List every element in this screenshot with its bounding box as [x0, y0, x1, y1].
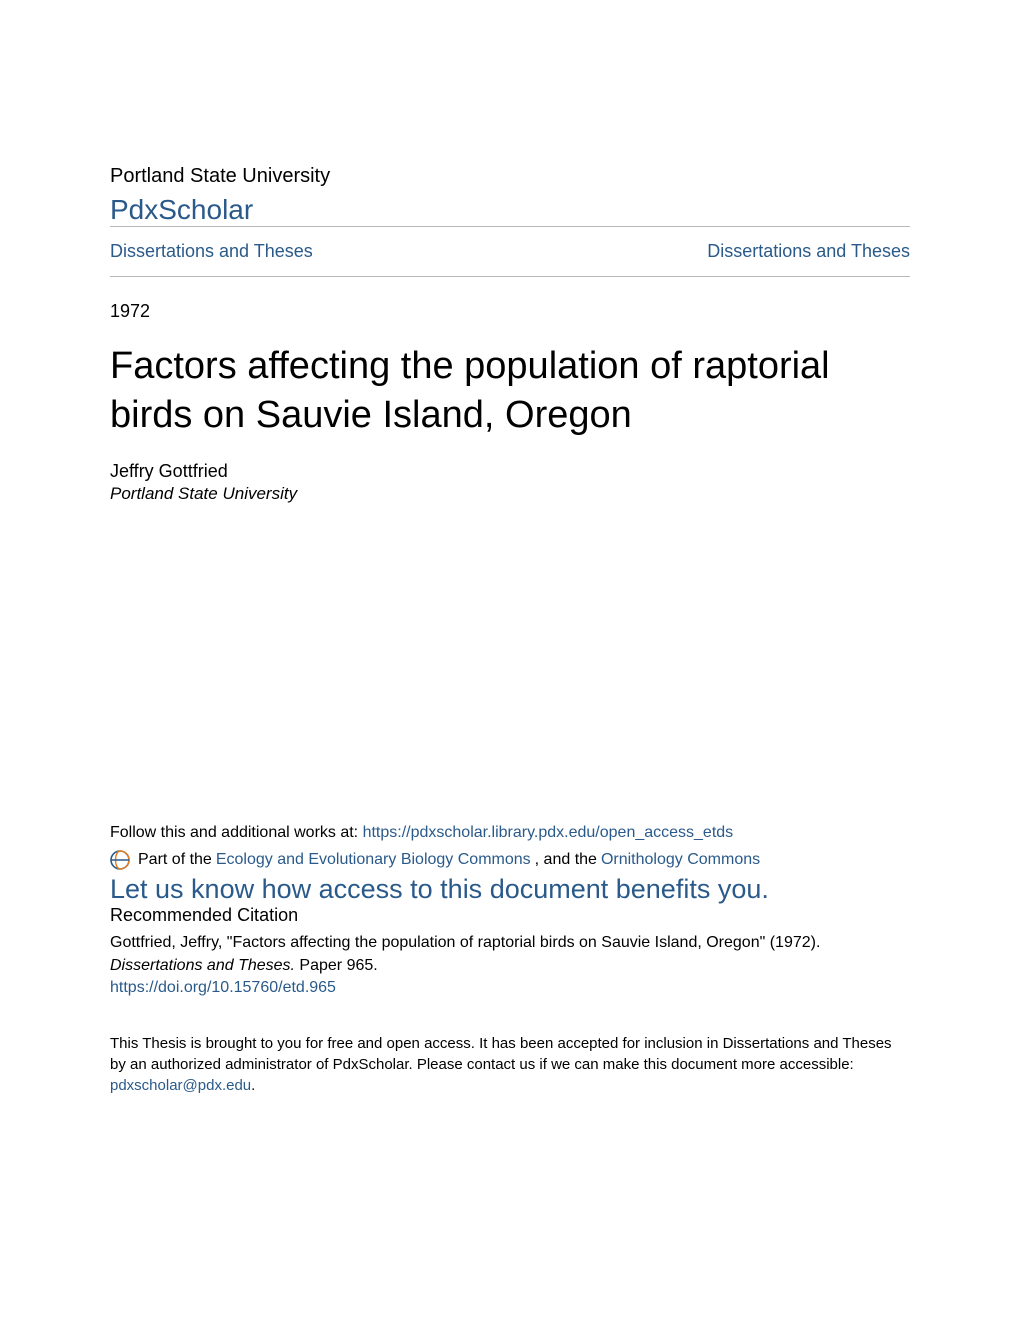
- partof-sep: , and the: [535, 851, 597, 869]
- work-title: Factors affecting the population of rapt…: [110, 342, 910, 439]
- follow-prefix: Follow this and additional works at:: [110, 824, 363, 841]
- spacer: [110, 504, 910, 824]
- repository-link[interactable]: PdxScholar: [110, 194, 253, 225]
- follow-url[interactable]: https://pdxscholar.library.pdx.edu/open_…: [363, 824, 734, 841]
- footer-suffix: .: [251, 1077, 255, 1094]
- benefits-link[interactable]: Let us know how access to this document …: [110, 874, 769, 904]
- footer-body: This Thesis is brought to you for free a…: [110, 1035, 892, 1073]
- institution-name: Portland State University: [110, 165, 910, 188]
- publication-year: 1972: [110, 301, 910, 322]
- citation-text: Gottfried, Jeffry, "Factors affecting th…: [110, 932, 910, 977]
- citation-series: Dissertations and Theses.: [110, 957, 295, 974]
- citation-paper: Paper 965.: [295, 957, 378, 974]
- author-affiliation: Portland State University: [110, 484, 910, 504]
- commons-link-1[interactable]: Ecology and Evolutionary Biology Commons: [216, 851, 531, 869]
- partof-prefix: Part of the: [138, 851, 212, 869]
- author-name: Jeffry Gottfried: [110, 461, 910, 482]
- commons-link-2[interactable]: Ornithology Commons: [601, 851, 760, 869]
- divider-bottom: [110, 276, 910, 277]
- collection-link-left[interactable]: Dissertations and Theses: [110, 241, 313, 262]
- footer-text: This Thesis is brought to you for free a…: [110, 1033, 910, 1096]
- network-icon: [110, 850, 130, 870]
- recommended-citation-heading: Recommended Citation: [110, 905, 910, 926]
- citation-line1: Gottfried, Jeffry, "Factors affecting th…: [110, 934, 820, 951]
- contact-email[interactable]: pdxscholar@pdx.edu: [110, 1077, 251, 1094]
- part-of-line: Part of the Ecology and Evolutionary Bio…: [110, 850, 910, 870]
- doi-link[interactable]: https://doi.org/10.15760/etd.965: [110, 979, 336, 996]
- collection-link-right[interactable]: Dissertations and Theses: [707, 241, 910, 262]
- follow-line: Follow this and additional works at: htt…: [110, 824, 910, 842]
- breadcrumb-row: Dissertations and Theses Dissertations a…: [110, 227, 910, 276]
